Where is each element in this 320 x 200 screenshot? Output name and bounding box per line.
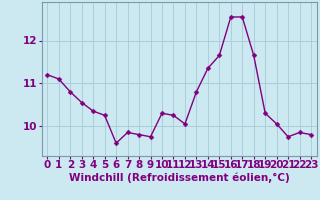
X-axis label: Windchill (Refroidissement éolien,°C): Windchill (Refroidissement éolien,°C) bbox=[69, 173, 290, 183]
